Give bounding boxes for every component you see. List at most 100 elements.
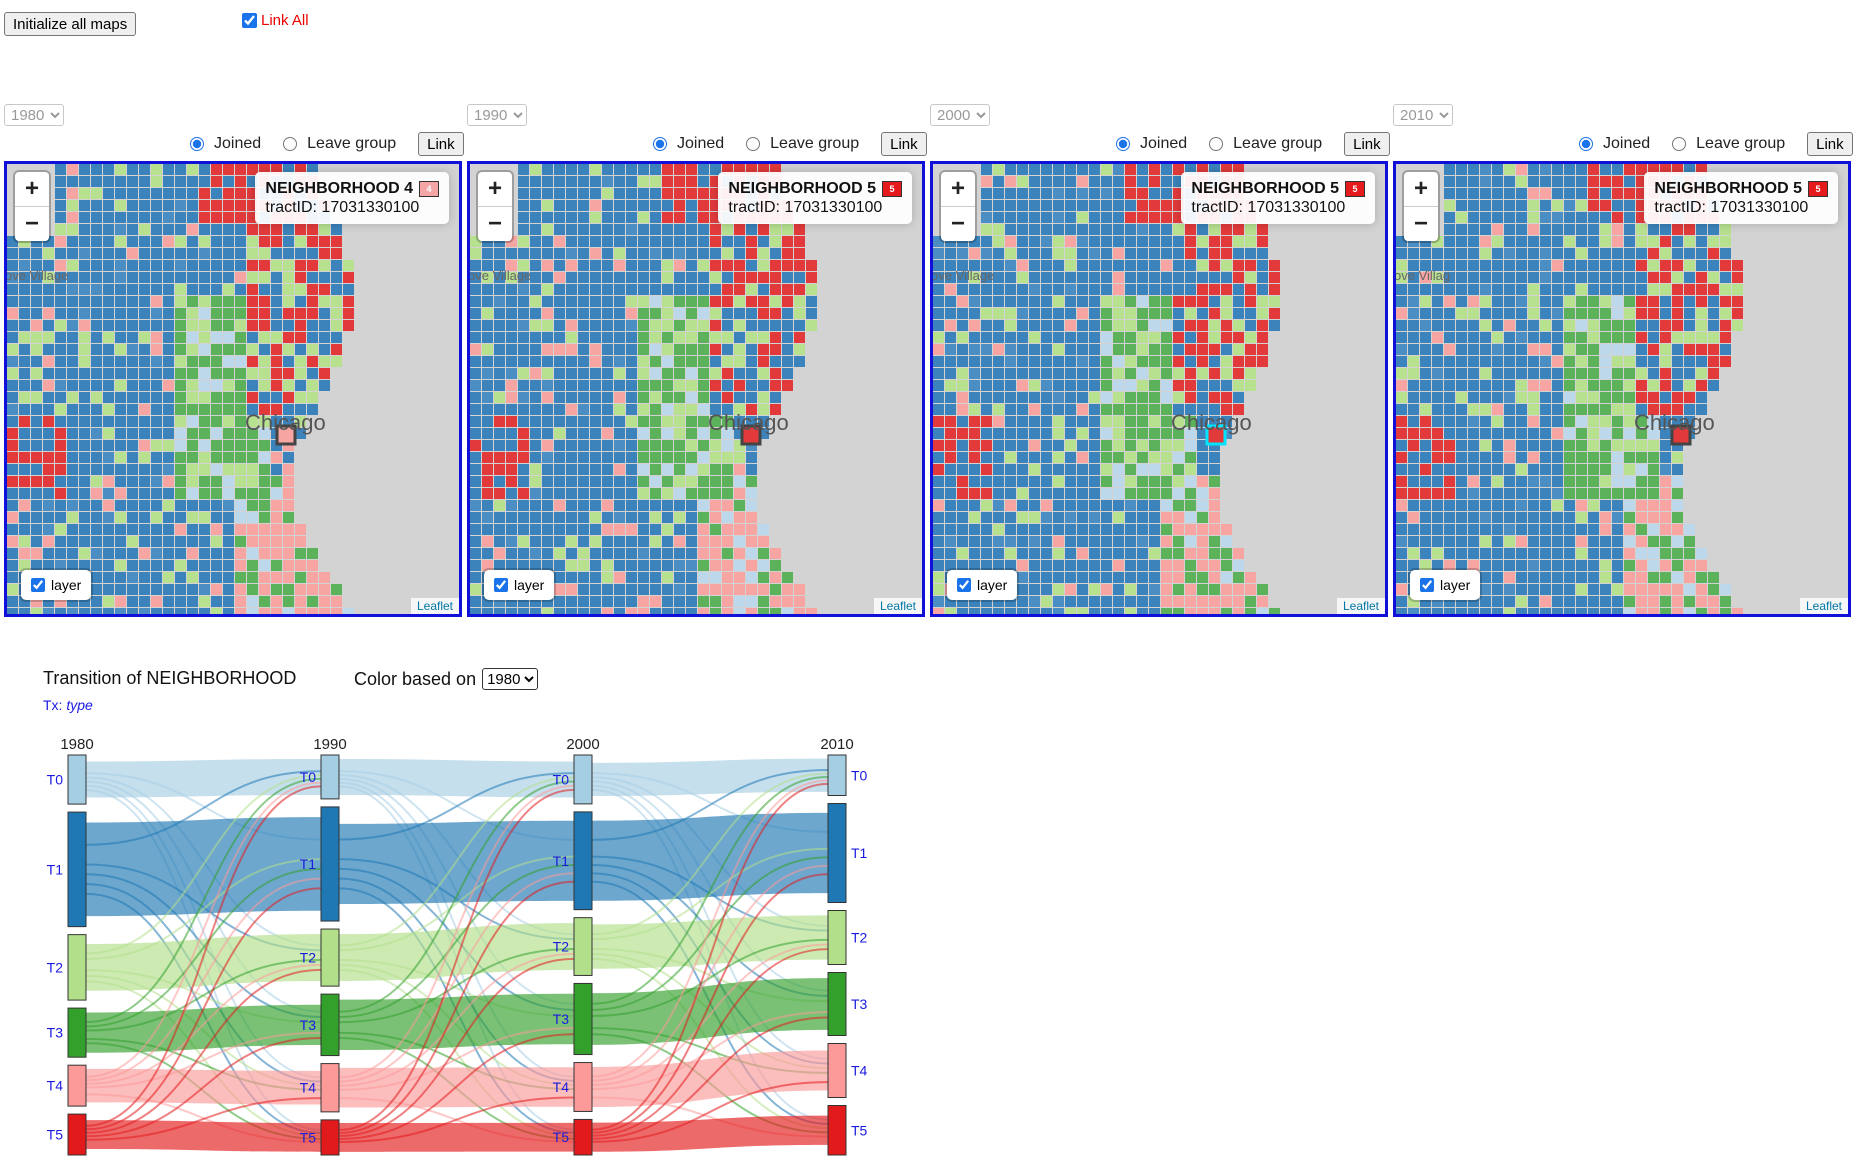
link-button[interactable]: Link xyxy=(1807,132,1853,156)
map-panel-2[interactable]: ove Village Chicago + − NEIGHBORHOOD 5 5 … xyxy=(930,161,1388,617)
sankey-node-label: T4 xyxy=(851,1063,868,1079)
layer-checkbox[interactable] xyxy=(494,578,508,592)
sankey-crossflow xyxy=(338,952,575,1087)
sankey-crossflow xyxy=(85,877,322,1082)
sankey-crossflow xyxy=(591,943,829,1086)
place-label: ove Village xyxy=(5,268,69,283)
sankey-node[interactable] xyxy=(320,993,340,1057)
info-badge: 4 xyxy=(419,180,439,197)
sankey-year-label: 2000 xyxy=(566,736,599,753)
sankey-crossflow xyxy=(338,880,575,1134)
sankey-node[interactable] xyxy=(573,917,593,976)
layer-control[interactable]: layer xyxy=(1410,570,1481,600)
leave-group-radio[interactable] xyxy=(746,137,761,151)
layer-control[interactable]: layer xyxy=(484,570,555,600)
leave-group-radio[interactable] xyxy=(1209,137,1224,151)
sankey-node-label: T3 xyxy=(47,1025,64,1041)
sankey-node-label: T5 xyxy=(553,1129,570,1145)
layer-checkbox[interactable] xyxy=(31,578,45,592)
sankey-node[interactable] xyxy=(827,972,847,1036)
sankey-node[interactable] xyxy=(67,934,87,1001)
info-neighborhood: NEIGHBORHOOD 5 xyxy=(1654,180,1802,197)
sankey-node[interactable] xyxy=(67,811,87,928)
sankey-crossflow xyxy=(338,788,575,1131)
sankey-crossflow xyxy=(591,775,829,1005)
sankey-node[interactable] xyxy=(67,1113,87,1156)
link-all-checkbox[interactable] xyxy=(242,13,257,28)
sankey-node[interactable] xyxy=(573,982,593,1056)
year-select-0[interactable]: 1980 xyxy=(4,104,64,126)
sankey-crossflow xyxy=(85,963,322,1085)
sankey-crossflow xyxy=(338,1033,575,1140)
joined-radio[interactable] xyxy=(1116,137,1130,151)
joined-radio[interactable] xyxy=(190,137,204,151)
layer-checkbox[interactable] xyxy=(957,578,971,592)
sankey-node[interactable] xyxy=(573,1118,593,1156)
layer-control[interactable]: layer xyxy=(21,570,92,600)
map-panel-1[interactable]: ove Village Chicago + − NEIGHBORHOOD 5 5 … xyxy=(467,161,925,617)
color-based-on-select[interactable]: 1980 xyxy=(482,668,539,690)
sankey-node[interactable] xyxy=(573,811,593,911)
layer-checkbox[interactable] xyxy=(1420,578,1434,592)
choropleth-map[interactable] xyxy=(7,164,459,614)
zoom-out-button[interactable]: − xyxy=(1404,206,1438,241)
attribution-link[interactable]: Leaflet xyxy=(1799,598,1848,614)
zoom-out-button[interactable]: − xyxy=(478,206,512,241)
sankey-crossflow xyxy=(591,769,829,841)
sankey-node[interactable] xyxy=(320,1063,340,1113)
choropleth-map[interactable] xyxy=(933,164,1385,614)
year-select-3[interactable]: 2010 xyxy=(1393,104,1453,126)
zoom-in-button[interactable]: + xyxy=(24,175,39,202)
sankey-node[interactable] xyxy=(320,754,340,800)
sankey-node[interactable] xyxy=(827,754,847,796)
year-select-2[interactable]: 2000 xyxy=(930,104,990,126)
sankey-node[interactable] xyxy=(320,806,340,922)
sankey-node[interactable] xyxy=(827,1043,847,1098)
attribution-link[interactable]: Leaflet xyxy=(873,598,922,614)
joined-radio[interactable] xyxy=(1579,137,1593,151)
tx-note: Tx: type xyxy=(43,697,93,713)
zoom-out-button[interactable]: − xyxy=(941,206,975,241)
layer-control[interactable]: layer xyxy=(947,570,1018,600)
joined-radio[interactable] xyxy=(653,137,667,151)
sankey-crossflow xyxy=(85,770,322,846)
link-button[interactable]: Link xyxy=(418,132,464,156)
sankey-flow xyxy=(592,758,828,797)
zoom-in-button[interactable]: + xyxy=(487,175,502,202)
sankey-node[interactable] xyxy=(573,1062,593,1112)
sankey-flow xyxy=(592,812,828,901)
sankey-node[interactable] xyxy=(320,928,340,987)
sankey-node-label: T0 xyxy=(553,771,570,787)
sankey-node-label: T3 xyxy=(553,1011,570,1027)
attribution-link[interactable]: Leaflet xyxy=(1336,598,1385,614)
sankey-node[interactable] xyxy=(827,910,847,965)
sankey-node[interactable] xyxy=(827,1105,847,1156)
zoom-in-button[interactable]: + xyxy=(950,175,965,202)
zoom-out-button[interactable]: − xyxy=(15,206,49,241)
info-badge: 5 xyxy=(1808,180,1828,197)
sankey-node[interactable] xyxy=(67,1007,87,1058)
info-tract: tractID: 17031330100 xyxy=(265,199,420,216)
link-button[interactable]: Link xyxy=(881,132,927,156)
zoom-control: + − xyxy=(1404,172,1438,241)
joined-label: Joined xyxy=(677,135,725,152)
initialize-all-maps-button[interactable]: Initialize all maps xyxy=(4,12,137,36)
sankey-node[interactable] xyxy=(67,754,87,805)
attribution-link[interactable]: Leaflet xyxy=(410,598,459,614)
link-button[interactable]: Link xyxy=(1344,132,1390,156)
choropleth-map[interactable] xyxy=(1396,164,1848,614)
sankey-node[interactable] xyxy=(827,803,847,903)
choropleth-map[interactable] xyxy=(470,164,922,614)
link-all-toggle[interactable]: Link All xyxy=(242,12,309,29)
leave-group-radio[interactable] xyxy=(1672,137,1687,151)
sankey-node[interactable] xyxy=(573,754,593,805)
zoom-in-button[interactable]: + xyxy=(1413,175,1428,202)
tx-prefix: Tx: xyxy=(43,697,63,713)
map-panel-3[interactable]: ove Villag Chicago + − NEIGHBORHOOD 5 5 t… xyxy=(1393,161,1851,617)
leave-group-radio[interactable] xyxy=(283,137,298,151)
year-select-1[interactable]: 1990 xyxy=(467,104,527,126)
map-panel-0[interactable]: ove Village Chicago + − NEIGHBORHOOD 4 4 … xyxy=(4,161,462,617)
sankey-node-label: T1 xyxy=(300,856,317,872)
sankey-node[interactable] xyxy=(320,1119,340,1156)
sankey-node[interactable] xyxy=(67,1064,87,1107)
